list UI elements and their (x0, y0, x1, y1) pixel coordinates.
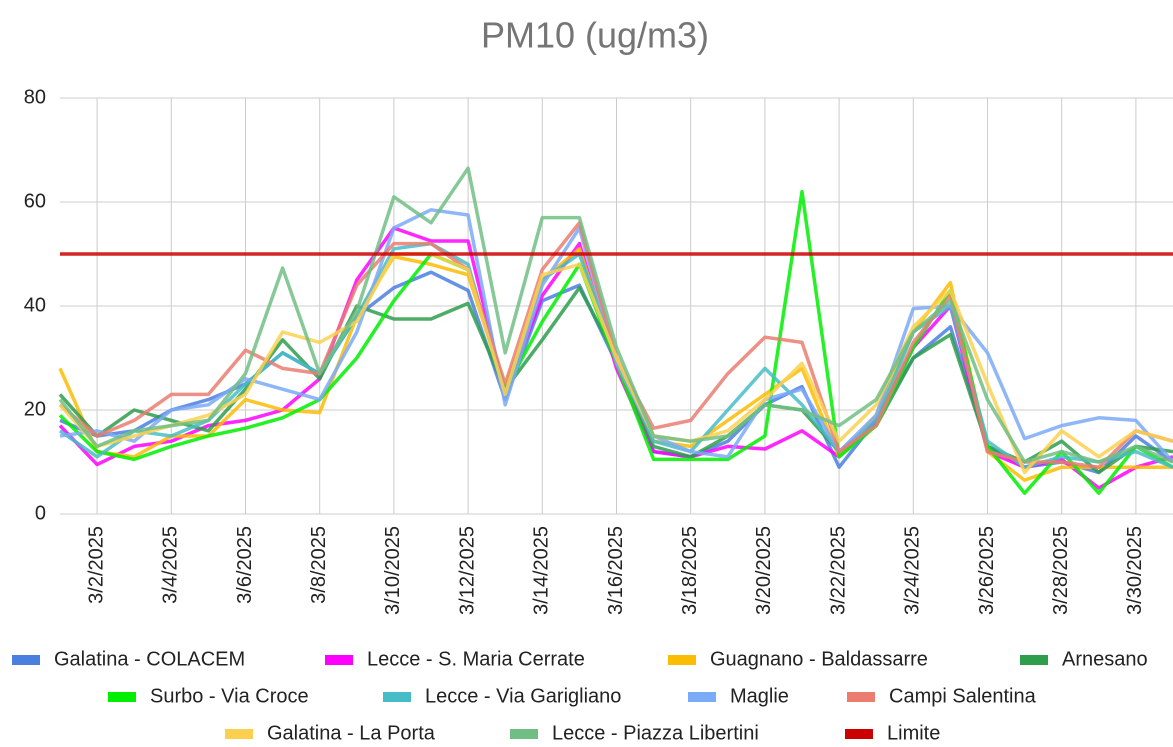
y-tick-label: 0 (35, 502, 46, 524)
x-tick-label: 3/14/2025 (531, 526, 553, 615)
x-tick-label: 3/4/2025 (160, 526, 182, 604)
legend-label: Campi Salentina (889, 685, 1037, 707)
legend-label: Galatina - La Porta (267, 722, 436, 744)
legend-label: Lecce - Piazza Libertini (552, 722, 759, 744)
x-tick-label: 3/26/2025 (976, 526, 998, 615)
legend-swatch (383, 692, 411, 702)
legend-swatch (510, 729, 538, 739)
legend-label: Lecce - S. Maria Cerrate (367, 648, 585, 670)
y-tick-label: 80 (24, 86, 46, 108)
legend-label: Guagnano - Baldassarre (710, 648, 928, 670)
y-tick-label: 20 (24, 398, 46, 420)
series-line (58, 252, 1173, 475)
y-tick-label: 40 (24, 294, 46, 316)
x-tick-label: 3/6/2025 (234, 526, 256, 604)
x-tick-label: 3/16/2025 (605, 526, 627, 615)
legend-swatch (1020, 655, 1048, 665)
x-tick-label: 3/10/2025 (382, 526, 404, 615)
legend-swatch (225, 729, 253, 739)
series-line (58, 166, 1173, 464)
x-tick-label: 3/24/2025 (902, 526, 924, 615)
legend-label: Arnesano (1062, 648, 1148, 670)
legend-swatch (12, 655, 40, 665)
x-tick-label: 3/20/2025 (753, 526, 775, 615)
y-tick-label: 60 (24, 190, 46, 212)
x-tick-label: 3/12/2025 (456, 526, 478, 615)
x-tick-label: 3/22/2025 (827, 526, 849, 615)
legend-label: Lecce - Via Garigliano (425, 685, 621, 707)
legend-label: Surbo - Via Croce (150, 685, 309, 707)
legend-swatch (688, 692, 716, 702)
x-tick-label: 3/28/2025 (1050, 526, 1072, 615)
x-tick-label: 3/8/2025 (308, 526, 330, 604)
x-tick-label: 3/18/2025 (679, 526, 701, 615)
series-line (59, 208, 1173, 464)
legend-label: Limite (887, 722, 940, 744)
chart-title: PM10 (ug/m3) (481, 15, 709, 56)
legend-label: Maglie (730, 685, 789, 707)
legend-swatch (325, 655, 353, 665)
legend-swatch (845, 729, 873, 739)
legend-swatch (108, 692, 136, 702)
x-tick-label: 3/2/2025 (85, 526, 107, 604)
x-tick-label: 3/30/2025 (1124, 526, 1146, 615)
legend-label: Galatina - COLACEM (54, 648, 245, 670)
legend-swatch (668, 655, 696, 665)
legend-swatch (847, 692, 875, 702)
